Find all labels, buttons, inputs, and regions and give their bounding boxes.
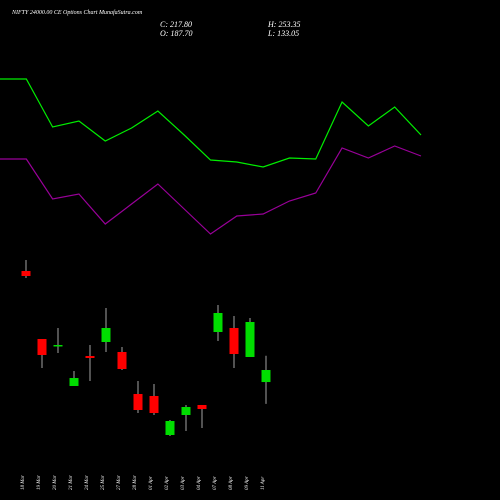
candle-body bbox=[229, 328, 239, 354]
x-tick-label: 19 Mar bbox=[37, 475, 42, 490]
chart-title: NIFTY 24000.00 CE Options Chart MunafaSu… bbox=[11, 9, 143, 16]
candle-body bbox=[37, 339, 47, 355]
x-tick-label: 18 Mar bbox=[21, 475, 26, 490]
candle-body bbox=[213, 313, 223, 332]
candle-body bbox=[101, 328, 111, 342]
candle-body bbox=[165, 421, 175, 435]
x-tick-label: 08 Apr bbox=[229, 476, 234, 490]
x-tick-label: 09 Apr bbox=[245, 476, 250, 490]
x-tick-label: 01 Apr bbox=[149, 476, 154, 490]
candle-body bbox=[133, 394, 143, 410]
candle-body bbox=[117, 352, 127, 369]
candle-body bbox=[261, 370, 271, 383]
candle-body bbox=[181, 407, 191, 415]
x-tick-label: 20 Mar bbox=[53, 475, 58, 490]
indicator-line bbox=[0, 145, 422, 235]
x-tick-label: 25 Mar bbox=[101, 475, 106, 490]
indicator-line bbox=[0, 78, 422, 168]
high-label: H: 253.35 bbox=[267, 20, 300, 29]
x-tick-label: 24 Mar bbox=[85, 475, 90, 490]
open-label: O: 187.70 bbox=[160, 29, 192, 38]
x-tick-label: 27 Mar bbox=[117, 475, 122, 490]
x-tick-label: 02 Apr bbox=[165, 476, 170, 490]
x-tick-label: 03 Apr bbox=[181, 476, 186, 490]
x-tick-label: 11 Apr bbox=[261, 477, 266, 490]
x-tick-label: 28 Mar bbox=[133, 475, 138, 490]
x-tick-label: 21 Mar bbox=[69, 475, 74, 490]
x-tick-label: 04 Apr bbox=[197, 476, 202, 490]
x-tick-label: 07 Apr bbox=[213, 476, 218, 490]
candle-body bbox=[245, 322, 255, 357]
candle-body bbox=[85, 356, 95, 358]
candle-body bbox=[69, 378, 79, 386]
candle-body bbox=[197, 405, 207, 409]
candle-body bbox=[21, 271, 31, 276]
candle-body bbox=[149, 396, 159, 413]
close-label: C: 217.80 bbox=[160, 20, 192, 29]
candle-body bbox=[53, 345, 63, 347]
low-label: L: 133.05 bbox=[267, 29, 299, 38]
